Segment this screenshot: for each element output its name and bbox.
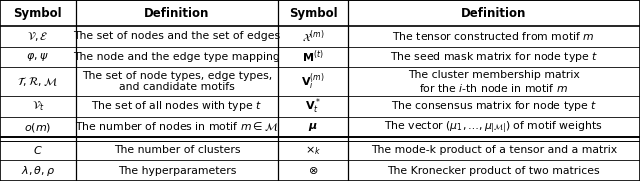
Text: $C$: $C$ — [33, 144, 43, 156]
Text: Symbol: Symbol — [13, 7, 62, 20]
Text: $o(m)$: $o(m)$ — [24, 121, 51, 134]
Text: $\otimes$: $\otimes$ — [308, 165, 318, 176]
Text: The set of nodes and the set of edges: The set of nodes and the set of edges — [74, 31, 280, 41]
Text: $\mathbf{V}_t^*$: $\mathbf{V}_t^*$ — [305, 97, 321, 116]
Text: The number of nodes in motif $m \in \mathcal{M}$: The number of nodes in motif $m \in \mat… — [75, 121, 279, 134]
Text: Definition: Definition — [461, 7, 527, 20]
Text: $\mathcal{T}, \mathcal{R}, \mathcal{M}$: $\mathcal{T}, \mathcal{R}, \mathcal{M}$ — [17, 75, 58, 88]
Text: The vector $(\mu_1,\ldots,\mu_{|\mathcal{M}|})$ of motif weights: The vector $(\mu_1,\ldots,\mu_{|\mathcal… — [385, 119, 603, 135]
Text: Symbol: Symbol — [289, 7, 337, 20]
Text: The consensus matrix for node type $t$: The consensus matrix for node type $t$ — [390, 100, 597, 113]
Text: The cluster membership matrix
for the $i$-th node in motif $m$: The cluster membership matrix for the $i… — [408, 70, 580, 94]
Text: $\mathbf{M}^{(t)}$: $\mathbf{M}^{(t)}$ — [302, 49, 324, 65]
Text: $\mathcal{V}, \mathcal{E}$: $\mathcal{V}, \mathcal{E}$ — [27, 30, 49, 43]
Text: $\mathcal{V}_t$: $\mathcal{V}_t$ — [31, 100, 44, 113]
Text: $\varphi, \psi$: $\varphi, \psi$ — [26, 51, 49, 63]
Text: The number of clusters: The number of clusters — [114, 145, 240, 155]
Text: Definition: Definition — [144, 7, 210, 20]
Text: $\boldsymbol{\mu}$: $\boldsymbol{\mu}$ — [308, 121, 318, 133]
Text: The set of all nodes with type $t$: The set of all nodes with type $t$ — [92, 100, 262, 113]
Text: $\lambda, \theta, \rho$: $\lambda, \theta, \rho$ — [20, 164, 55, 178]
Text: $\mathbf{V}_i^{(m)}$: $\mathbf{V}_i^{(m)}$ — [301, 71, 325, 92]
Text: The Kronecker product of two matrices: The Kronecker product of two matrices — [387, 166, 600, 176]
Text: $\times_k$: $\times_k$ — [305, 144, 321, 157]
Text: The mode-k product of a tensor and a matrix: The mode-k product of a tensor and a mat… — [371, 145, 617, 155]
Text: $\mathcal{X}^{(m)}$: $\mathcal{X}^{(m)}$ — [301, 28, 324, 44]
Text: The tensor constructed from motif $m$: The tensor constructed from motif $m$ — [392, 30, 595, 42]
Text: The seed mask matrix for node type $t$: The seed mask matrix for node type $t$ — [390, 50, 598, 64]
Text: The hyperparameters: The hyperparameters — [118, 166, 236, 176]
Text: The set of node types, edge types,
and candidate motifs: The set of node types, edge types, and c… — [82, 71, 272, 92]
Text: The node and the edge type mapping: The node and the edge type mapping — [74, 52, 280, 62]
